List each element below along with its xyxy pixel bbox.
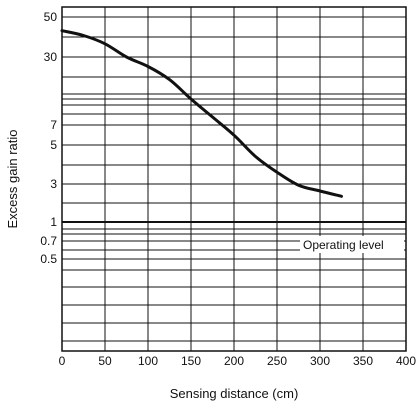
y-tick-label: 5 (50, 138, 57, 152)
x-tick-label: 300 (310, 354, 330, 368)
y-axis-label: Excess gain ratio (5, 130, 20, 229)
x-tick-label: 50 (98, 354, 112, 368)
y-tick-label: 0.5 (40, 252, 57, 266)
y-tick-label: 30 (44, 50, 58, 64)
x-axis-label: Sensing distance (cm) (170, 386, 299, 401)
y-tick-label: 50 (44, 10, 58, 24)
operating-level-label: Operating level (303, 238, 384, 252)
y-tick-label: 0.7 (40, 234, 57, 248)
vertical-gridlines (61, 7, 407, 351)
excess-gain-curve (60, 29, 343, 198)
y-tick-label: 3 (50, 177, 57, 191)
x-tick-label: 150 (181, 354, 201, 368)
x-tick-label: 100 (138, 354, 158, 368)
x-tick-label: 400 (396, 354, 416, 368)
y-tick-label: 1 (50, 215, 57, 229)
x-tick-label: 200 (224, 354, 244, 368)
x-tick-label: 350 (353, 354, 373, 368)
operating-level-label-background (300, 236, 404, 253)
x-tick-labels: 0 50 100 150 200 250 300 350 400 (59, 354, 417, 368)
plot-frame (61, 6, 407, 352)
x-tick-label: 250 (267, 354, 287, 368)
y-tick-labels: 50 30 7 5 3 1 0.7 0.5 (40, 10, 57, 266)
y-tick-label: 7 (50, 118, 57, 132)
x-tick-label: 0 (59, 354, 66, 368)
horizontal-gridlines (62, 16, 406, 342)
